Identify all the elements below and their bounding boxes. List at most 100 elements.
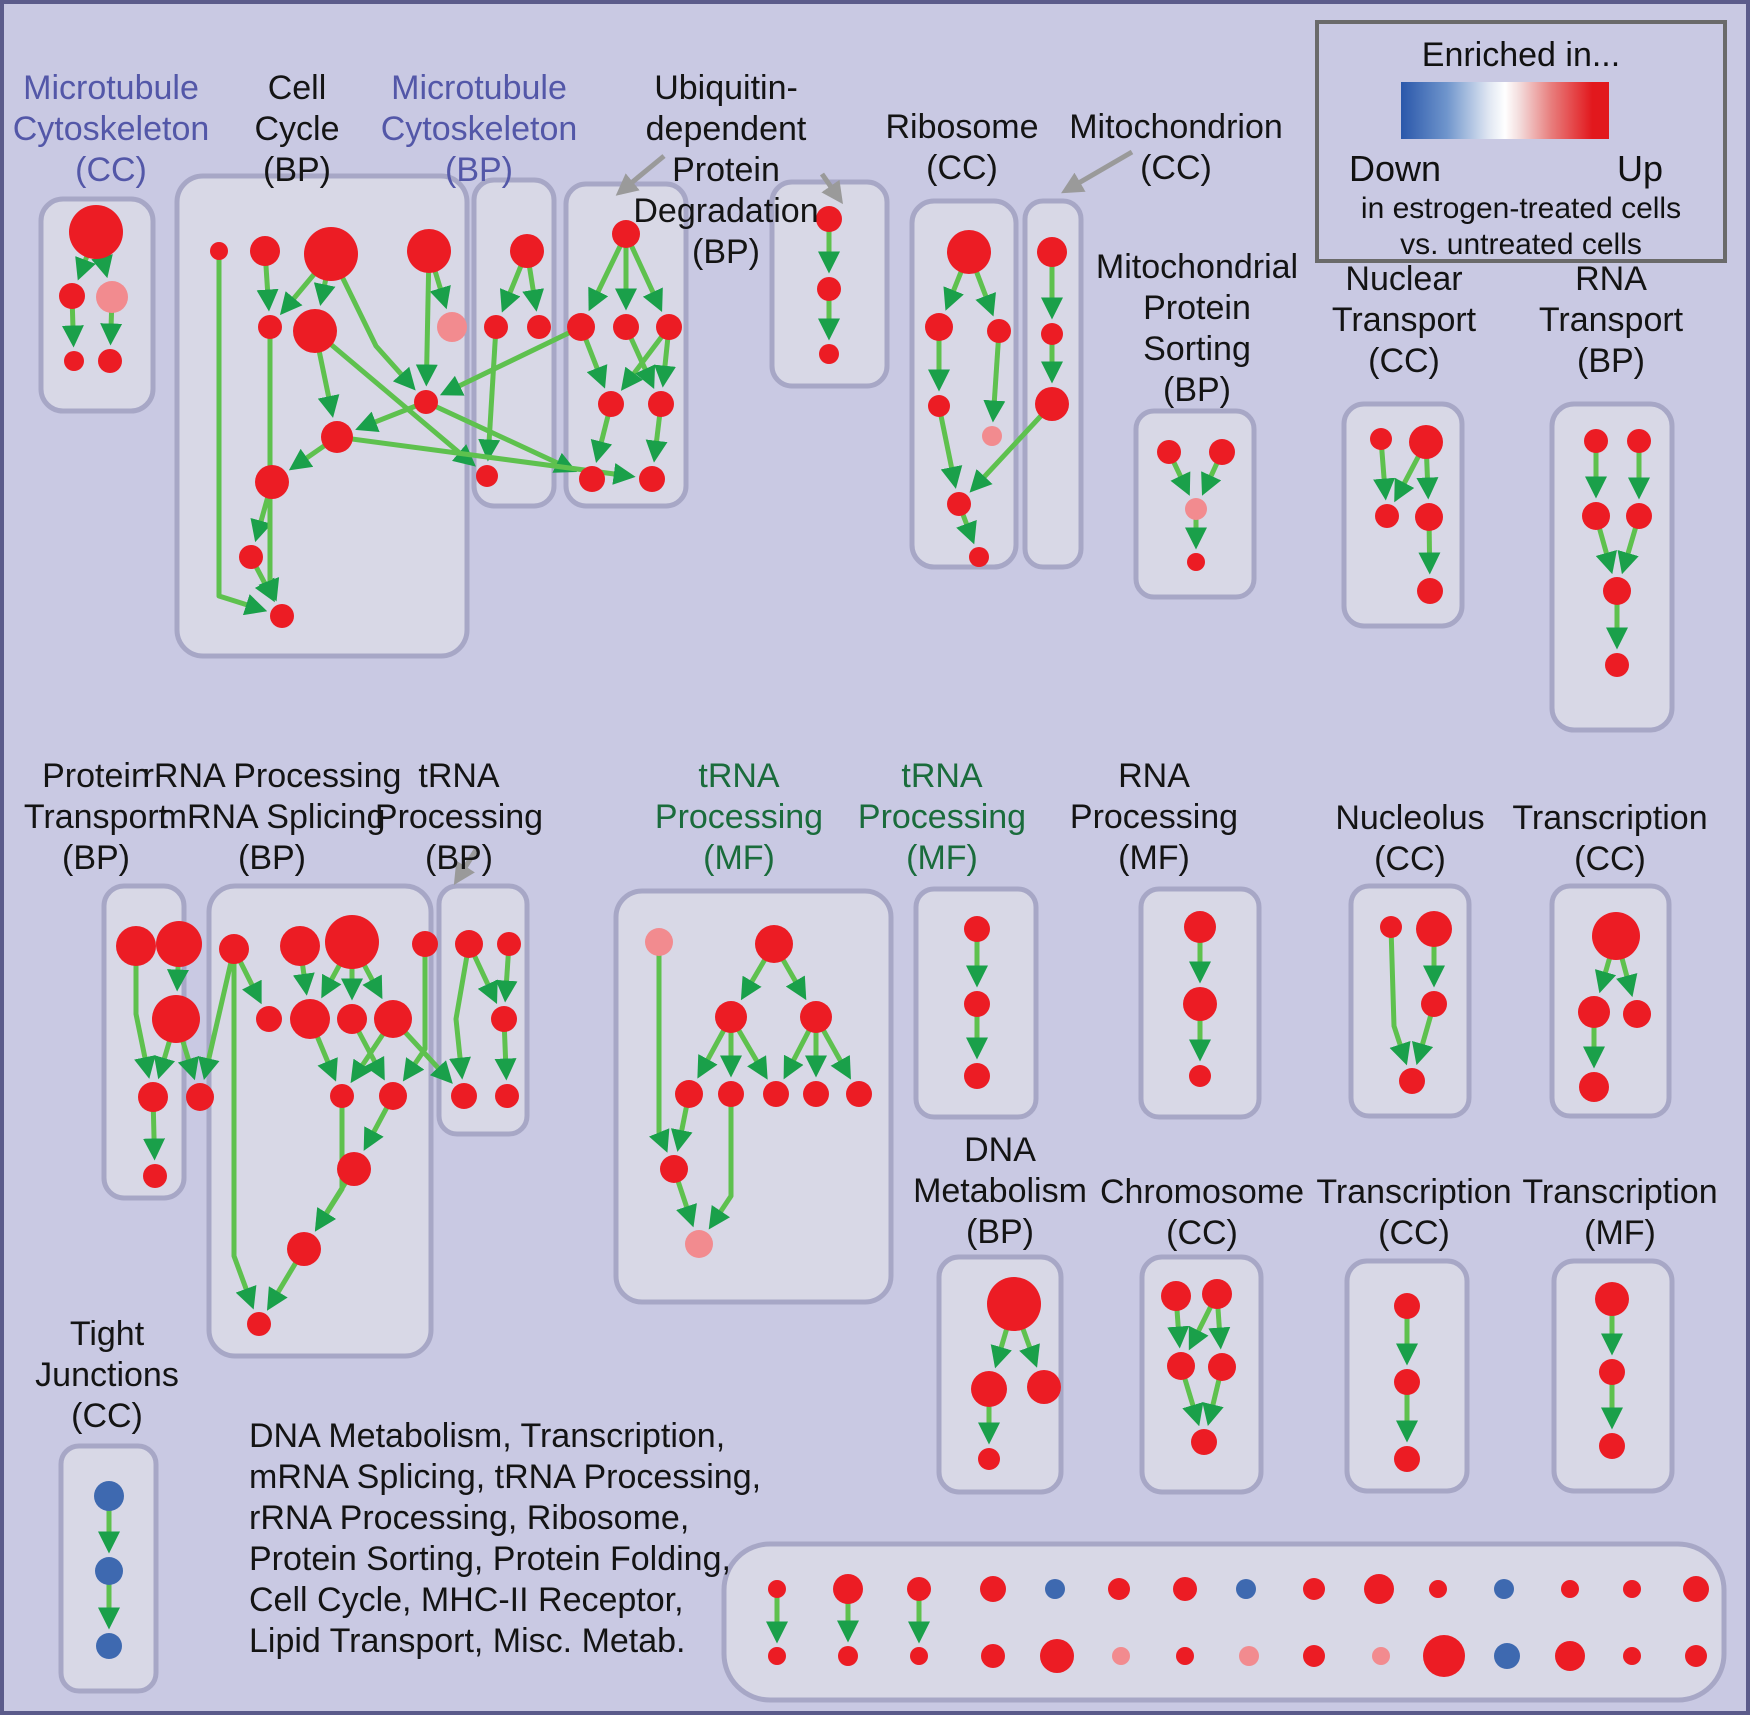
node-cell-cycle-3: [407, 229, 451, 273]
cross-edge: [424, 399, 578, 473]
label-line: Processing: [1069, 798, 1239, 836]
label-line: (CC): [1368, 342, 1440, 380]
node-ubiquitin-degradation-a-1: [567, 313, 595, 341]
node-rna-transport-5: [1605, 653, 1629, 677]
label-line: (CC): [1378, 1214, 1450, 1252]
label-line: Transcription: [1512, 799, 1708, 837]
label-line: (BP): [1163, 371, 1231, 409]
label-line: (CC): [1166, 1214, 1238, 1252]
label-pointer-arrow: [819, 172, 843, 205]
node-misc-pathways-12: [1561, 1580, 1579, 1598]
label-ribosome-cc: Ribosome (CC): [885, 107, 1038, 189]
node-protein-transport-4: [186, 1083, 214, 1111]
label-line: RNA: [1575, 260, 1647, 298]
node-ribosome-2: [987, 319, 1011, 343]
label-line: Transcription: [1522, 1173, 1718, 1211]
node-misc-pathways-18: [981, 1644, 1005, 1668]
node-misc-pathways-27: [1555, 1641, 1585, 1671]
node-trna-processing-mf-big-8: [846, 1081, 872, 1107]
label-transcription-cc-bottom: Transcription (CC): [1316, 1172, 1511, 1254]
label-nucleolus-cc: Nucleolus (CC): [1335, 798, 1484, 880]
node-misc-pathways-17: [910, 1647, 928, 1665]
annotation-line: mRNA Splicing, tRNA Processing,: [249, 1458, 762, 1496]
label-chromosome-cc: Chromosome (CC): [1100, 1172, 1304, 1254]
edge-trna-processing-mf-big: [708, 1094, 734, 1230]
group-box-nuclear-transport: [1341, 401, 1465, 629]
node-nuclear-transport-3: [1415, 503, 1443, 531]
node-misc-pathways-14: [1683, 1576, 1709, 1602]
network-diagram: [38, 149, 1727, 1703]
label-line: (BP): [692, 233, 760, 271]
node-trna-processing-bp-4: [495, 1084, 519, 1108]
node-misc-pathways-23: [1303, 1645, 1325, 1667]
node-rna-processing-mf-0: [1184, 911, 1216, 943]
node-tight-junctions-1: [95, 1557, 123, 1585]
node-transcription-mf-2: [1599, 1433, 1625, 1459]
cross-edge: [313, 329, 476, 467]
node-misc-pathways-22: [1239, 1646, 1259, 1666]
label-line: Nucleolus: [1335, 799, 1485, 837]
label-line: (MF): [703, 839, 775, 877]
node-mitochondrion-2: [1035, 387, 1069, 421]
label-nuclear-transport-cc: Nuclear Transport (CC): [1332, 259, 1476, 382]
edge-ribosome: [983, 330, 1006, 423]
label-dna-metabolism-bp: DNA Metabolism (BP): [913, 1130, 1087, 1253]
edge-rrna-processing-mrna-splicing: [402, 944, 428, 1082]
node-microtubule-bp-1: [484, 315, 508, 339]
node-transcription-cc-bottom-1: [1394, 1369, 1420, 1395]
node-cell-cycle-5: [293, 309, 337, 353]
label-line: Transcription: [1316, 1173, 1512, 1211]
label-line: Cytoskeleton: [12, 110, 210, 148]
cross-edge: [439, 324, 583, 396]
label-line: (CC): [1140, 149, 1212, 187]
node-rrna-processing-mrna-splicing-4: [256, 1006, 282, 1032]
label-line: (BP): [966, 1213, 1034, 1251]
node-misc-pathways-8: [1303, 1578, 1325, 1600]
annotation-line: Protein Sorting, Protein Folding,: [249, 1540, 731, 1578]
label-line: tRNA: [698, 757, 780, 795]
label-line: Protein: [672, 151, 780, 189]
node-rrna-processing-mrna-splicing-10: [337, 1152, 371, 1186]
label-line: (CC): [71, 1397, 143, 1435]
node-nucleolus-1: [1416, 911, 1452, 947]
node-trna-processing-mf-big-7: [803, 1081, 829, 1107]
label-rna-transport-bp: RNA Transport (BP): [1539, 259, 1683, 382]
node-rrna-processing-mrna-splicing-8: [330, 1084, 354, 1108]
node-ubiquitin-degradation-a-2: [613, 314, 639, 340]
edge-microtubule-bp: [478, 326, 501, 462]
node-rna-transport-1: [1627, 429, 1651, 453]
label-line: Processing: [374, 798, 544, 836]
label-microtubule-cytoskeleton-bp: Microtubule Cytoskeleton (BP): [381, 68, 578, 191]
label-line: Microtubule: [391, 69, 567, 107]
node-rrna-processing-mrna-splicing-0: [219, 934, 249, 964]
label-cell-cycle-bp: Cell Cycle (BP): [254, 68, 339, 191]
node-ubiquitin-degradation-b-2: [819, 344, 839, 364]
node-cell-cycle-8: [321, 421, 353, 453]
label-pointer-arrow: [453, 848, 479, 886]
node-ribosome-5: [947, 492, 971, 516]
node-ribosome-6: [969, 547, 989, 567]
edge-cell-cycle: [258, 327, 280, 602]
node-microtubule-cc-4: [98, 349, 122, 373]
label-line: Degradation: [633, 192, 819, 230]
cross-edge: [336, 434, 636, 485]
label-trna-processing-mf-2: tRNA Processing (MF): [858, 756, 1026, 879]
node-rrna-processing-mrna-splicing-6: [337, 1004, 367, 1034]
node-protein-transport-5: [143, 1164, 167, 1188]
node-trna-processing-mf-small-1: [964, 991, 990, 1017]
label-line: Ribosome: [885, 108, 1039, 146]
node-rna-transport-0: [1584, 429, 1608, 453]
label-line: Cycle: [254, 110, 340, 148]
node-mitochondrial-protein-sorting-0: [1157, 440, 1181, 464]
node-rrna-processing-mrna-splicing-2: [325, 915, 379, 969]
node-chromosome-2: [1167, 1352, 1195, 1380]
node-nuclear-transport-4: [1417, 578, 1443, 604]
node-transcription-cc-bottom-0: [1394, 1293, 1420, 1319]
node-cell-cycle-1: [250, 236, 280, 266]
node-ribosome-1: [925, 313, 953, 341]
node-trna-processing-bp-0: [455, 930, 483, 958]
node-misc-pathways-16: [838, 1646, 858, 1666]
node-misc-pathways-2: [907, 1577, 931, 1601]
cross-edge: [198, 948, 237, 1080]
node-transcription-mf-0: [1595, 1282, 1629, 1316]
